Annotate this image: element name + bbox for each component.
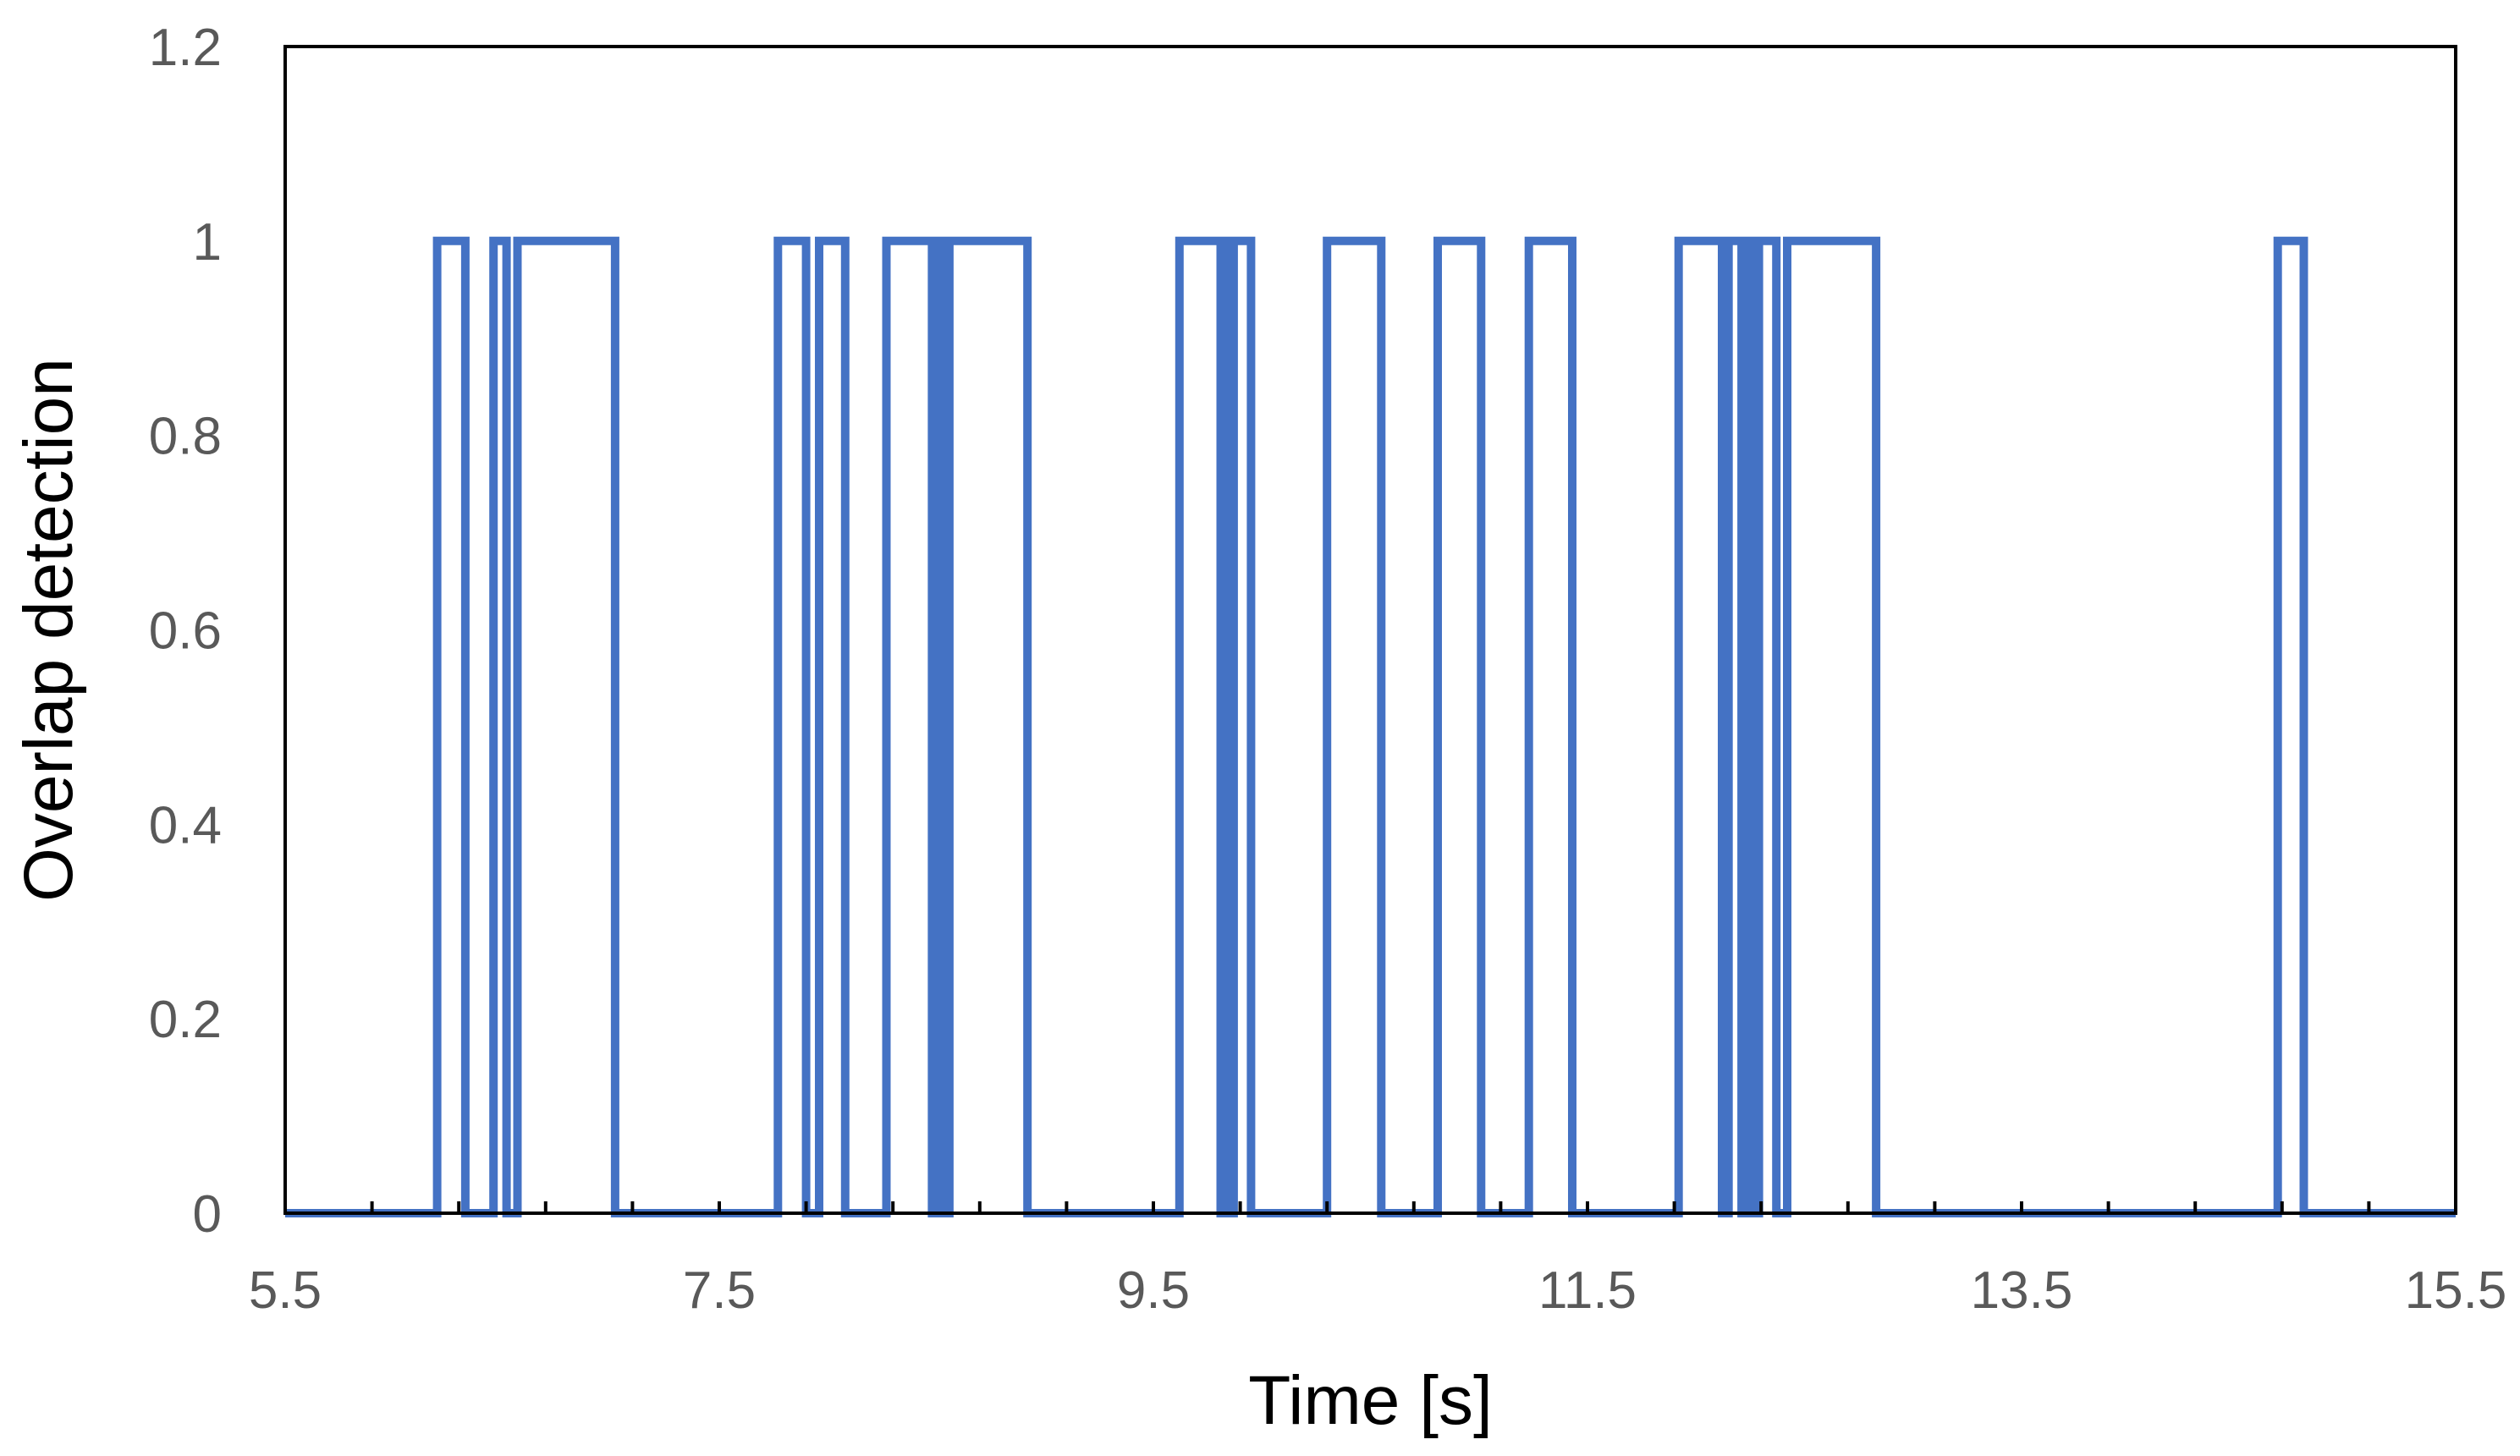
- x-tick-label: 5.5: [249, 1261, 322, 1320]
- x-tick-label: 7.5: [683, 1261, 756, 1320]
- y-tick-label: 1.2: [149, 19, 222, 77]
- x-minor-ticks: [370, 1201, 2371, 1213]
- y-tick-label: 0.6: [149, 602, 222, 661]
- y-tick-label: 1: [193, 213, 222, 272]
- x-tick-label: 15.5: [2405, 1261, 2507, 1320]
- x-tick-label: 9.5: [1117, 1261, 1190, 1320]
- plot-area-frame: [283, 45, 2457, 1215]
- y-tick-labels: 0 0.2 0.4 0.6 0.8 1 1.2: [149, 19, 222, 1244]
- y-tick-label: 0: [193, 1185, 222, 1244]
- x-tick-label: 13.5: [1971, 1261, 2073, 1320]
- y-axis-title: Overlap detection: [10, 358, 87, 902]
- y-tick-label: 0.2: [149, 991, 222, 1049]
- x-tick-label: 11.5: [1538, 1261, 1637, 1320]
- y-tick-label: 0.8: [149, 408, 222, 466]
- x-tick-labels: 5.5 7.5 9.5 11.5 13.5 15.5: [249, 1261, 2506, 1320]
- y-tick-label: 0.4: [149, 796, 222, 854]
- x-axis-title: Time [s]: [1248, 1362, 1493, 1439]
